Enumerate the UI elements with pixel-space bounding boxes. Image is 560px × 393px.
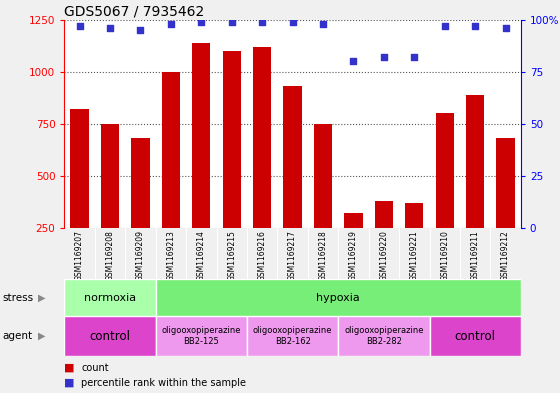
Text: oligooxopiperazine
BB2-162: oligooxopiperazine BB2-162 (253, 326, 332, 346)
Point (440, 23, 449, 29)
Point (166, 21, 175, 27)
Bar (247, 316, 338, 356)
Bar (156, 279, 521, 316)
Bar (344, 213, 362, 280)
Point (319, 21, 328, 27)
Text: GSM1169211: GSM1169211 (470, 230, 480, 281)
Bar (314, 124, 332, 280)
Text: GDS5067 / 7935462: GDS5067 / 7935462 (64, 4, 204, 18)
Bar (64, 316, 156, 356)
Text: GSM1169210: GSM1169210 (440, 230, 449, 281)
Text: ▶: ▶ (38, 331, 45, 341)
Text: ■: ■ (64, 362, 75, 373)
Text: normoxia: normoxia (84, 293, 136, 303)
Point (410, 54, 419, 60)
Text: GSM1169208: GSM1169208 (105, 230, 115, 281)
Bar (101, 124, 119, 280)
Point (258, 18, 267, 25)
Text: GSM1169212: GSM1169212 (501, 230, 510, 281)
Text: GSM1169207: GSM1169207 (75, 230, 84, 281)
Bar (253, 47, 271, 280)
Bar (162, 72, 180, 280)
Text: oligooxopiperazine
BB2-282: oligooxopiperazine BB2-282 (344, 326, 423, 346)
Text: ■: ■ (64, 378, 75, 388)
Point (349, 58, 358, 64)
Bar (466, 95, 484, 280)
Bar (375, 201, 393, 280)
Text: hypoxia: hypoxia (316, 293, 360, 303)
Bar (283, 86, 302, 280)
Text: GSM1169220: GSM1169220 (379, 230, 389, 281)
Bar (71, 109, 88, 280)
Text: GSM1169221: GSM1169221 (410, 230, 419, 281)
Text: control: control (455, 329, 496, 343)
Point (470, 23, 479, 29)
Bar (223, 51, 241, 280)
Text: GSM1169209: GSM1169209 (136, 230, 145, 281)
Point (197, 18, 206, 25)
Text: agent: agent (3, 331, 33, 341)
Text: GSM1169217: GSM1169217 (288, 230, 297, 281)
Point (288, 18, 297, 25)
Point (105, 25, 115, 31)
Text: GSM1169215: GSM1169215 (227, 230, 236, 281)
Bar (338, 316, 430, 356)
Text: count: count (81, 362, 109, 373)
Bar (132, 138, 150, 280)
Bar (156, 316, 247, 356)
Bar (436, 113, 454, 280)
Point (227, 18, 236, 25)
Bar (405, 203, 423, 280)
Text: oligooxopiperazine
BB2-125: oligooxopiperazine BB2-125 (162, 326, 241, 346)
Bar (64, 279, 156, 316)
Text: percentile rank within the sample: percentile rank within the sample (81, 378, 246, 388)
Text: GSM1169213: GSM1169213 (166, 230, 175, 281)
Text: GSM1169214: GSM1169214 (197, 230, 206, 281)
Point (380, 54, 389, 60)
Text: GSM1169216: GSM1169216 (258, 230, 267, 281)
Text: control: control (90, 329, 130, 343)
Point (75, 23, 84, 29)
Point (501, 25, 510, 31)
Text: stress: stress (3, 293, 34, 303)
Bar (192, 42, 211, 280)
Bar (497, 138, 515, 280)
Text: GSM1169218: GSM1169218 (319, 230, 328, 281)
Bar (430, 316, 521, 356)
Text: GSM1169219: GSM1169219 (349, 230, 358, 281)
Text: ▶: ▶ (38, 293, 45, 303)
Point (136, 27, 145, 33)
